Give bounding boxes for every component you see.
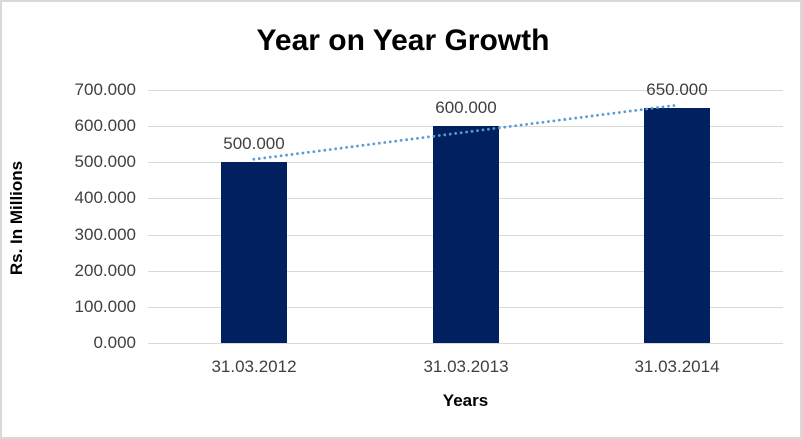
chart-title: Year on Year Growth	[256, 24, 550, 57]
bar-value-label: 500.000	[223, 134, 285, 153]
y-tick-label: 200.000	[74, 261, 136, 280]
x-tick-label: 31.03.2012	[211, 357, 297, 376]
y-axis-title: Rs. In Millions	[7, 160, 26, 276]
bar	[433, 126, 499, 343]
bar	[221, 162, 287, 343]
x-axis-title: Years	[442, 391, 489, 410]
y-tick-label: 400.000	[74, 188, 136, 207]
bar	[644, 108, 710, 343]
gridline	[148, 343, 783, 344]
x-tick-label: 31.03.2014	[634, 357, 720, 376]
y-tick-label: 600.000	[74, 116, 136, 135]
x-tick-label: 31.03.2013	[423, 357, 509, 376]
y-tick-label: 500.000	[74, 152, 136, 171]
y-tick-label: 100.000	[74, 297, 136, 316]
y-tick-label: 300.000	[74, 225, 136, 244]
y-tick-label: 700.000	[74, 80, 136, 99]
gridline	[148, 90, 783, 91]
bar-value-label: 600.000	[435, 98, 497, 117]
bar-value-label: 650.000	[646, 80, 708, 99]
y-tick-label: 0.000	[93, 333, 136, 352]
